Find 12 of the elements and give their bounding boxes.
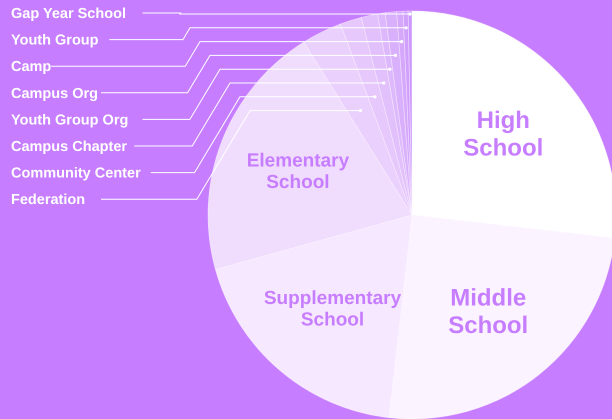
slice-label: Supplementary School bbox=[264, 288, 402, 331]
slice-label: Elementary School bbox=[246, 150, 350, 194]
slice-label: Middle School bbox=[448, 284, 528, 339]
slice-label: Campus Chapter bbox=[11, 139, 128, 155]
slice-label: Camp bbox=[11, 59, 52, 76]
slice-label: Youth Group Org bbox=[11, 112, 128, 128]
slice-label: High School bbox=[463, 107, 544, 162]
slice-label: Campus Org bbox=[11, 86, 98, 102]
slice-label: Community Center bbox=[11, 166, 142, 182]
slice-label: Youth Group bbox=[11, 32, 99, 49]
slice-label: Federation bbox=[11, 192, 86, 208]
slice-label: Gap Year School bbox=[11, 6, 126, 22]
